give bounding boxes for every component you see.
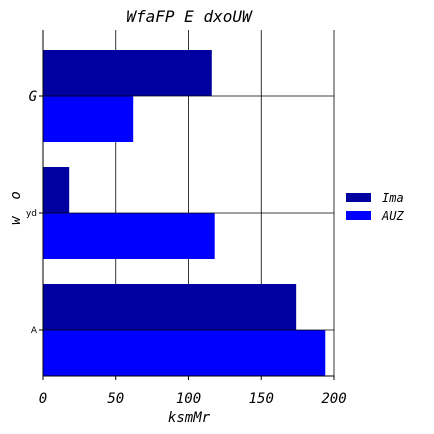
x-tick-label: 0	[39, 391, 47, 407]
y-tick-label: A	[31, 326, 38, 336]
x-tick-label: 100	[176, 391, 201, 407]
chart-title: WfaFP E dxoUW	[126, 7, 253, 26]
bar	[43, 167, 69, 213]
bar	[43, 213, 215, 259]
legend-label: AUZ	[381, 209, 404, 223]
legend-swatch	[346, 193, 371, 202]
bar	[43, 96, 133, 142]
y-tick-label: yd	[26, 209, 37, 219]
bar	[43, 330, 325, 376]
x-tick-label: 50	[107, 391, 124, 407]
x-tick-label: 200	[321, 391, 346, 407]
y-ticks: Gyd A	[26, 89, 43, 336]
legend: Ima AUZ	[346, 191, 404, 223]
bar	[43, 50, 212, 96]
bar	[43, 284, 296, 330]
legend-swatch	[346, 211, 371, 220]
x-ticks: 0 50 100 150 200	[39, 376, 347, 407]
y-tick-label: G	[29, 89, 38, 105]
x-axis-label: ksmMr	[168, 410, 211, 426]
legend-label: Ima	[382, 191, 404, 205]
x-tick-label: 150	[249, 391, 274, 407]
y-axis-label: w o	[8, 191, 24, 225]
